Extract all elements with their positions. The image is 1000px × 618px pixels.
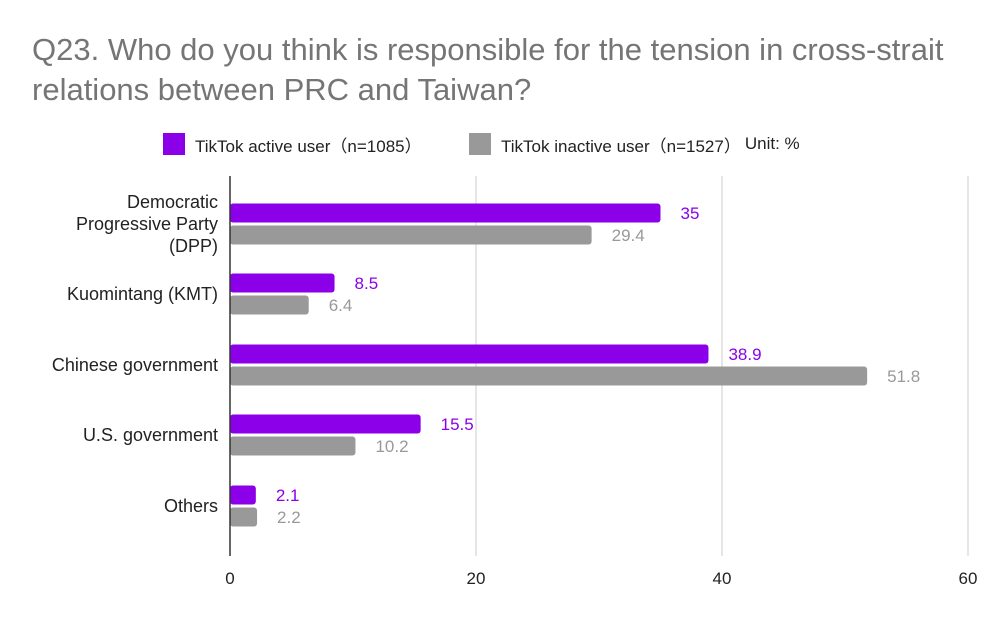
chart-title: Q23. Who do you think is responsible for… xyxy=(32,32,944,107)
category-label: Chinese government xyxy=(52,355,218,375)
bar-inactive xyxy=(230,436,356,456)
bar-inactive xyxy=(230,366,868,386)
bar-active xyxy=(230,485,256,505)
category-label: (DPP) xyxy=(169,236,218,256)
legend-item-inactive: TikTok inactive user（n=1527） Unit: % xyxy=(469,131,800,157)
data-label: 2.1 xyxy=(276,486,300,505)
bar-active xyxy=(230,414,421,434)
bar-inactive xyxy=(230,225,592,245)
data-label: 2.2 xyxy=(277,508,301,527)
x-tick-label: 60 xyxy=(959,569,978,588)
bar-active xyxy=(230,344,709,364)
bar-inactive xyxy=(230,295,309,315)
bar-inactive xyxy=(230,507,258,527)
category-label: Democratic xyxy=(127,192,218,212)
data-label: 51.8 xyxy=(887,367,920,386)
legend-unit-note: Unit: % xyxy=(744,134,800,153)
legend-label-active: TikTok active user（n=1085） xyxy=(195,136,422,156)
legend-item-active: TikTok active user（n=1085） xyxy=(163,131,422,157)
data-label: 15.5 xyxy=(441,415,474,434)
data-label: 38.9 xyxy=(728,345,761,364)
data-label: 29.4 xyxy=(612,226,645,245)
category-label: Progressive Party xyxy=(76,214,218,234)
x-tick-label: 0 xyxy=(225,569,234,588)
x-tick-label: 40 xyxy=(713,569,732,588)
legend-label-inactive: TikTok inactive user（n=1527） xyxy=(501,136,741,156)
x-tick-label: 20 xyxy=(467,569,486,588)
legend-swatch-inactive xyxy=(469,133,491,155)
data-label: 10.2 xyxy=(375,437,408,456)
data-label: 6.4 xyxy=(329,296,353,315)
bar-active xyxy=(230,203,661,223)
category-label: Others xyxy=(164,496,218,516)
legend: TikTok active user（n=1085） TikTok inacti… xyxy=(0,131,1000,157)
bar-active xyxy=(230,273,335,293)
category-label: U.S. government xyxy=(83,425,218,445)
legend-swatch-active xyxy=(163,133,185,155)
data-label: 8.5 xyxy=(355,274,379,293)
data-label: 35 xyxy=(681,204,700,223)
category-label: Kuomintang (KMT) xyxy=(67,284,218,304)
